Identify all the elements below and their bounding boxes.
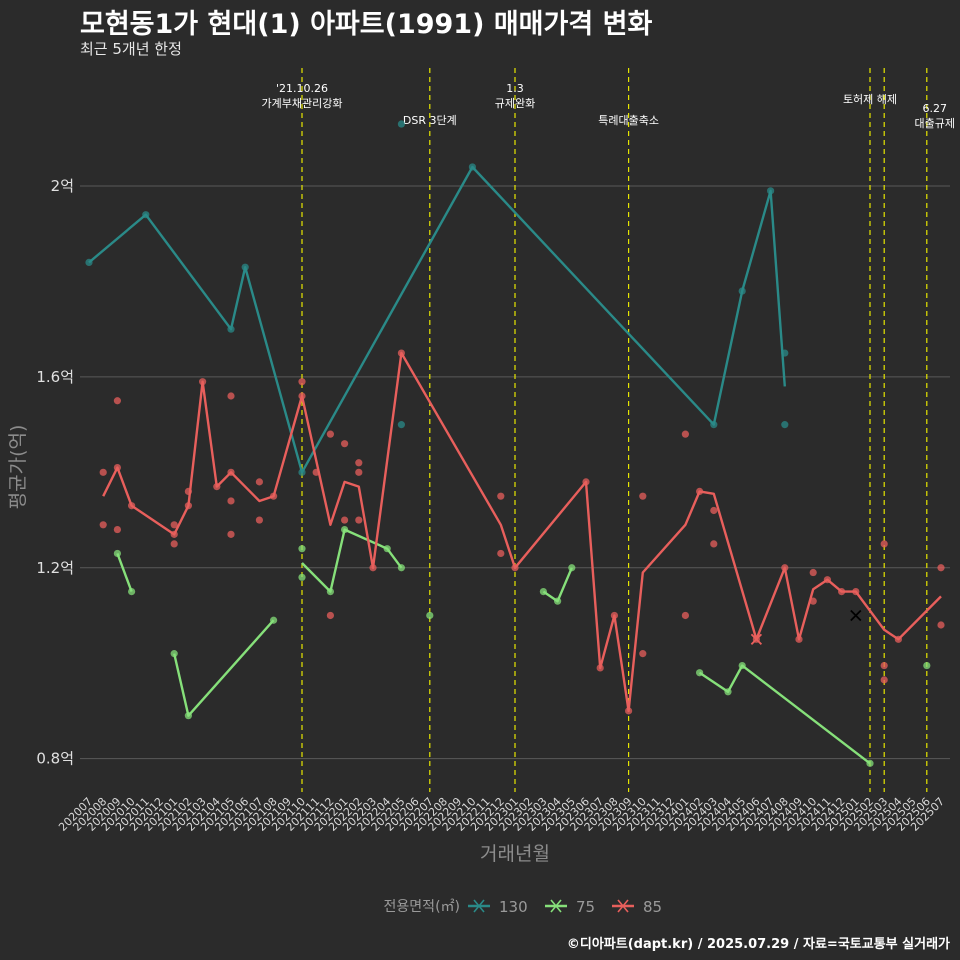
data-point [710, 540, 718, 548]
data-point [497, 549, 505, 558]
data-point [681, 611, 690, 620]
data-point [355, 459, 363, 467]
event-label: 특례대출축소 [598, 114, 659, 127]
data-point [639, 492, 647, 500]
data-point [113, 397, 121, 405]
series-line [173, 619, 275, 717]
data-point [99, 521, 107, 529]
y-tick-label: 2억 [51, 177, 74, 195]
data-point [341, 440, 349, 448]
chart-subtitle: 최근 5개년 한정 [80, 40, 182, 58]
data-point [639, 650, 647, 658]
series-85 [99, 349, 945, 715]
series-line [116, 552, 133, 593]
event-label: DSR 3단계 [403, 114, 457, 127]
data-point [937, 621, 945, 629]
y-tick-label: 1.6억 [36, 368, 74, 386]
series-line [698, 664, 871, 765]
data-point [880, 540, 888, 548]
legend-item-label: 130 [499, 898, 528, 916]
credit-text: ©디아파트(dapt.kr) / 2025.07.29 / 자료=국토교통부 실… [566, 937, 950, 952]
data-point [426, 611, 434, 620]
data-point [923, 661, 931, 670]
data-point [99, 468, 107, 476]
data-point [298, 545, 306, 553]
data-point [255, 516, 263, 524]
series-line [88, 165, 786, 474]
y-axis-title: 평균가(억) [7, 425, 29, 510]
event-label: 6.27 대출규제 [915, 102, 955, 130]
data-point [880, 676, 888, 684]
series-line [301, 528, 403, 593]
y-tick-label: 0.8억 [36, 750, 74, 768]
y-tick-label: 1.2억 [36, 559, 74, 577]
legend-key-marker [617, 899, 629, 913]
legend: 전용면적(㎡) 130 75 85 [384, 898, 663, 916]
series-line [102, 351, 942, 713]
data-point [113, 525, 121, 534]
data-point [227, 392, 235, 400]
data-point [326, 611, 334, 620]
data-point [227, 530, 235, 538]
data-point [681, 430, 690, 438]
data-point [355, 468, 363, 476]
series-130 [85, 120, 789, 476]
event-label: 1.3 규제완화 [495, 82, 535, 110]
x-marker [750, 633, 763, 645]
data-point [170, 540, 178, 548]
series-75 [113, 525, 931, 767]
data-point [397, 421, 405, 429]
data-point [710, 506, 718, 515]
data-point [397, 120, 405, 128]
legend-item-label: 75 [576, 898, 595, 916]
data-point [341, 516, 349, 524]
event-label: 토허제 해제 [843, 92, 897, 106]
data-point [326, 430, 334, 438]
legend-title: 전용면적(㎡) [384, 899, 460, 915]
data-point [355, 516, 363, 524]
data-point [227, 497, 235, 505]
x-axis-title: 거래년월 [480, 843, 550, 865]
data-point [298, 378, 306, 386]
event-label: '21.10.26 가계부채관리강화 [262, 82, 343, 110]
legend-key-marker [550, 899, 562, 913]
legend-item-label: 85 [643, 898, 662, 916]
data-point [781, 421, 789, 429]
data-point [880, 661, 888, 670]
data-point [497, 492, 505, 500]
data-point [298, 573, 306, 581]
chart-title: 모현동1가 현대(1) 아파트(1991) 매매가격 변화 [80, 9, 653, 40]
legend-key-marker [473, 899, 485, 913]
series-line [542, 567, 573, 603]
data-point [809, 568, 817, 577]
data-point [170, 521, 178, 529]
x-marker [850, 609, 862, 622]
data-point [937, 564, 945, 572]
data-point [255, 478, 263, 486]
